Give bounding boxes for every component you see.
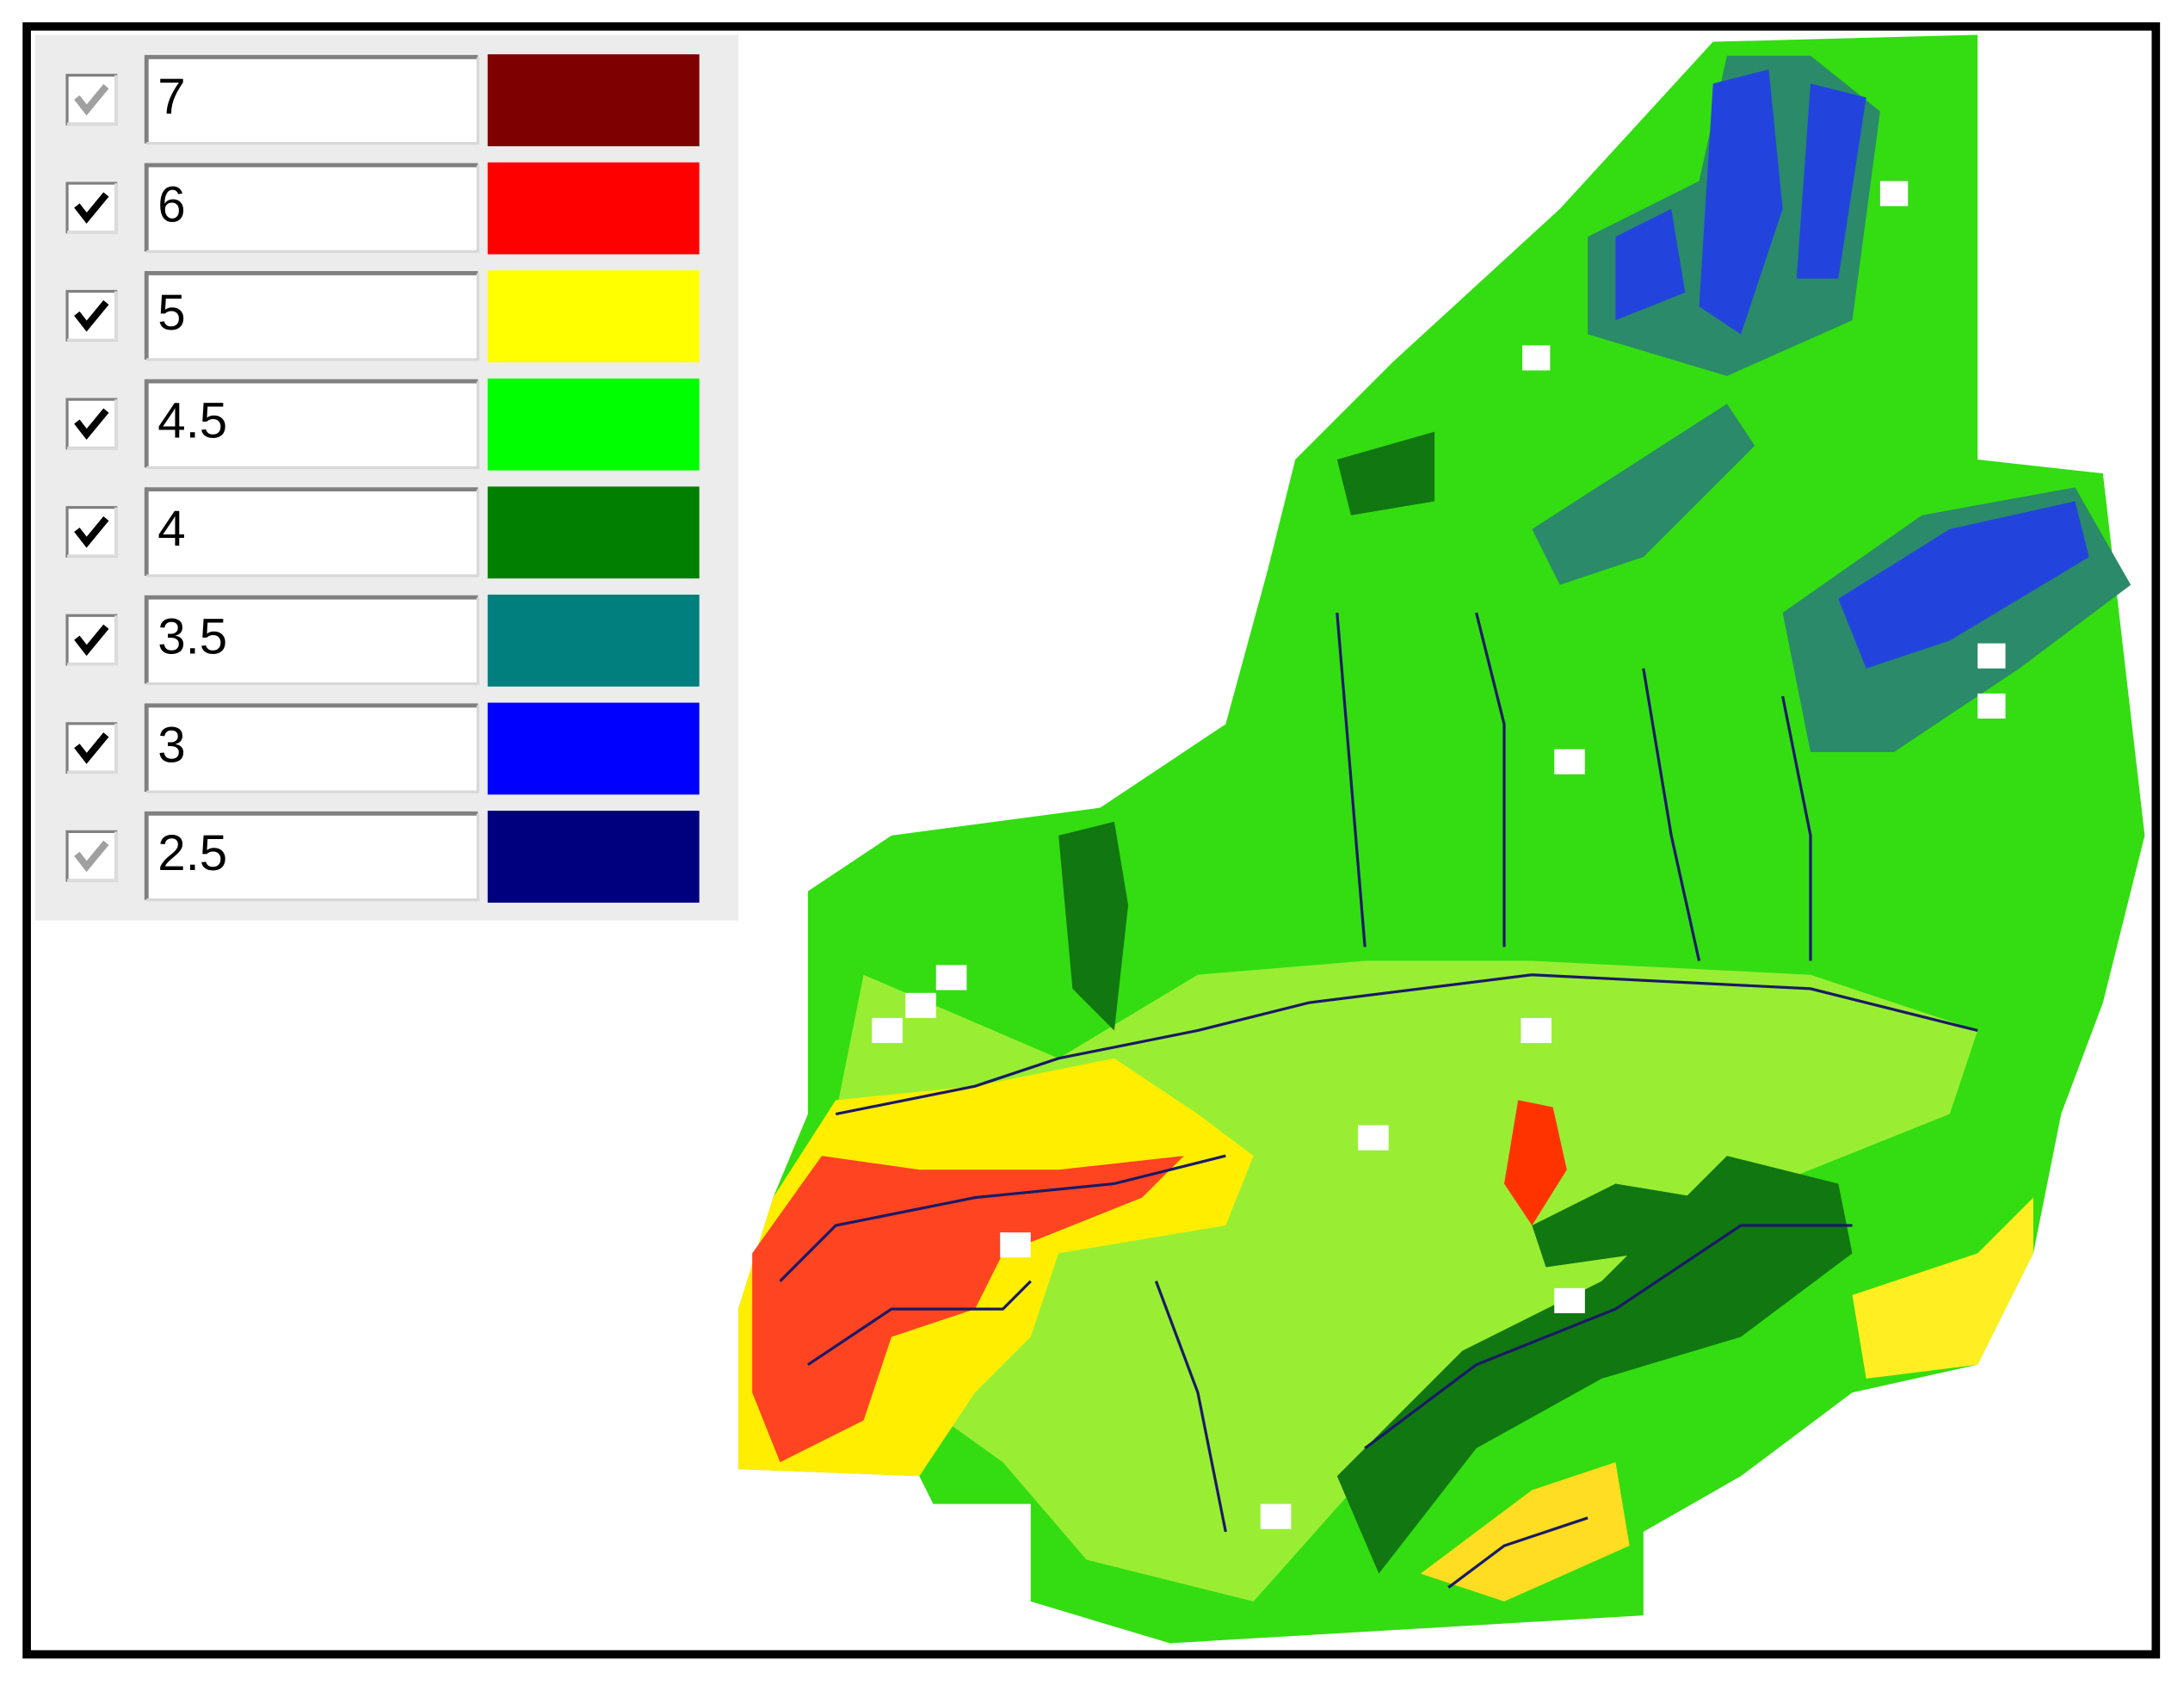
input-shadow [144, 379, 478, 468]
contour-line [1447, 1516, 1589, 1589]
deep-blue [1699, 69, 1783, 335]
south-yellow [1420, 1462, 1630, 1602]
contour-line [1364, 1224, 1853, 1450]
input-shadow [144, 703, 478, 793]
no-data-cell [1879, 181, 1909, 207]
value-input[interactable] [146, 273, 478, 360]
input-highlight [146, 489, 479, 577]
value-input[interactable] [146, 597, 478, 684]
input-highlight [146, 57, 479, 145]
checkbox-edge [67, 723, 118, 775]
check-mark [74, 83, 109, 116]
deep-blue [1838, 501, 2089, 669]
checkbox-edge [67, 615, 118, 666]
no-data-cell [1554, 1287, 1585, 1313]
no-data-cell [1260, 1503, 1292, 1529]
legend: 7 6 5 4.5 4 3.5 3 2.5 [65, 54, 700, 903]
no-data-cell [872, 1017, 903, 1044]
input-highlight [146, 273, 479, 361]
no-data-cell [1977, 693, 2006, 719]
checkbox-edge [67, 507, 118, 558]
value-text: 7 [157, 69, 185, 125]
contour-line [1642, 668, 1701, 961]
contour-map [737, 34, 2145, 1644]
value-input[interactable] [146, 164, 478, 252]
color-swatch[interactable] [487, 270, 700, 363]
input-highlight [146, 164, 479, 253]
value-text: 2.5 [157, 825, 227, 881]
input-shadow [144, 271, 478, 360]
value-text: 4.5 [157, 393, 227, 449]
checkbox-edge [67, 75, 118, 126]
value-text: 5 [157, 285, 185, 341]
no-data-cell [1554, 749, 1585, 775]
color-swatch[interactable] [487, 702, 700, 795]
no-data-cell [1521, 1017, 1552, 1044]
value-text: 3 [157, 717, 185, 773]
value-input[interactable] [146, 489, 478, 576]
ridge-dark [1336, 1156, 1853, 1574]
check-mark [74, 732, 109, 764]
value-input[interactable] [146, 57, 478, 144]
input-shadow [144, 487, 478, 576]
checkbox-edge [67, 399, 118, 450]
contour-line [806, 1280, 1032, 1367]
no-data-cells [872, 181, 2006, 1529]
checkbox-edge [67, 831, 118, 882]
checkbox-edge [67, 182, 118, 234]
check-mark [74, 408, 109, 441]
input-highlight [146, 705, 479, 793]
input-shadow [144, 811, 478, 900]
deep-blue [1796, 83, 1866, 279]
check-mark [74, 299, 109, 332]
color-swatch[interactable] [487, 54, 700, 146]
color-swatch[interactable] [487, 378, 700, 471]
value-input[interactable] [146, 705, 478, 793]
channel-teal [1532, 404, 1755, 585]
value-text: 3.5 [157, 609, 227, 665]
check-mark [74, 840, 109, 873]
check-mark [74, 624, 109, 657]
checkbox-edge [67, 291, 118, 342]
input-highlight [146, 813, 479, 902]
contour-line [779, 1154, 1226, 1282]
no-data-cell [1522, 345, 1551, 371]
contour-line [1336, 612, 1367, 947]
value-input[interactable] [146, 381, 478, 468]
contour-line [1475, 612, 1506, 947]
no-data-cell [935, 965, 967, 991]
no-data-cell [905, 992, 936, 1018]
input-highlight [146, 381, 479, 470]
color-swatch[interactable] [487, 594, 700, 687]
color-swatch[interactable] [487, 162, 700, 255]
value-text: 6 [157, 176, 185, 232]
check-mark [74, 192, 109, 224]
value-input[interactable] [146, 813, 478, 900]
ridge-dark [1058, 821, 1129, 1031]
contour-line [835, 973, 1978, 1116]
no-data-cell [1358, 1125, 1389, 1151]
input-highlight [146, 597, 479, 686]
no-data-cell [1977, 643, 2006, 669]
input-shadow [144, 163, 478, 252]
contour-line [1154, 1281, 1227, 1533]
input-shadow [144, 54, 478, 144]
color-swatch[interactable] [487, 486, 700, 579]
input-shadow [144, 595, 478, 684]
peak-red [1503, 1100, 1567, 1225]
east-yellow [1852, 1197, 2033, 1379]
contour-line [1781, 695, 1812, 961]
frame [22, 22, 2161, 1659]
ridge-dark [1532, 1183, 1700, 1268]
value-text: 4 [157, 501, 185, 557]
no-data-cell [1000, 1232, 1031, 1258]
contour-lines [779, 612, 1978, 1589]
color-swatch[interactable] [487, 811, 700, 903]
deep-blue [1615, 208, 1686, 321]
check-mark [74, 516, 109, 548]
